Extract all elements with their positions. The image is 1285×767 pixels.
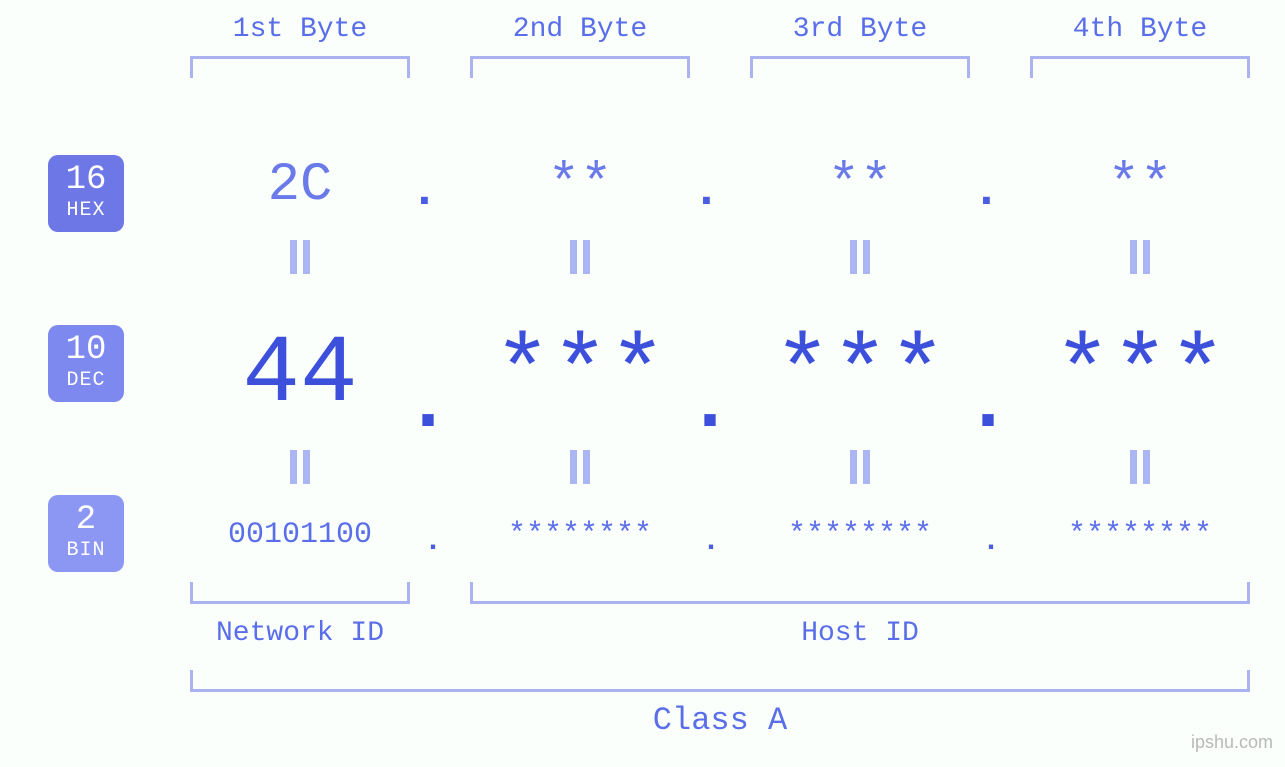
base-num-hex: 16 bbox=[48, 163, 124, 197]
dec-byte-2: *** bbox=[460, 320, 700, 429]
network-bracket bbox=[190, 582, 410, 604]
hex-byte-4: ** bbox=[1020, 155, 1260, 216]
dec-byte-1: 44 bbox=[180, 320, 420, 429]
dec-byte-4: *** bbox=[1020, 320, 1260, 429]
host-id-label: Host ID bbox=[460, 618, 1260, 649]
equals-bot-1 bbox=[280, 450, 320, 497]
watermark: ipshu.com bbox=[1191, 732, 1273, 753]
host-bracket bbox=[470, 582, 1250, 604]
byte-header-4: 4th Byte bbox=[1020, 14, 1260, 45]
ip-byte-diagram: 16 HEX 10 DEC 2 BIN 1st Byte 2nd Byte 3r… bbox=[0, 0, 1285, 767]
class-label: Class A bbox=[180, 702, 1260, 739]
base-label-dec: DEC bbox=[48, 369, 124, 392]
dec-dot-1: . bbox=[404, 360, 452, 451]
bin-dot-3: . bbox=[982, 525, 1000, 559]
bin-byte-1: 00101100 bbox=[180, 518, 420, 552]
hex-dot-3: . bbox=[972, 165, 1001, 219]
network-id-label: Network ID bbox=[180, 618, 420, 649]
byte-bracket-1 bbox=[190, 56, 410, 78]
equals-top-2 bbox=[560, 240, 600, 287]
equals-top-3 bbox=[840, 240, 880, 287]
bin-dot-1: . bbox=[424, 525, 442, 559]
byte-bracket-4 bbox=[1030, 56, 1250, 78]
dec-dot-3: . bbox=[964, 360, 1012, 451]
hex-dot-1: . bbox=[410, 165, 439, 219]
bin-byte-3: ******** bbox=[740, 518, 980, 552]
base-badge-bin: 2 BIN bbox=[48, 495, 124, 572]
byte-bracket-3 bbox=[750, 56, 970, 78]
base-badge-hex: 16 HEX bbox=[48, 155, 124, 232]
hex-dot-2: . bbox=[692, 165, 721, 219]
hex-byte-1: 2C bbox=[180, 155, 420, 216]
base-num-bin: 2 bbox=[48, 503, 124, 537]
equals-bot-3 bbox=[840, 450, 880, 497]
base-num-dec: 10 bbox=[48, 333, 124, 367]
base-label-hex: HEX bbox=[48, 199, 124, 222]
bin-byte-4: ******** bbox=[1020, 518, 1260, 552]
hex-byte-3: ** bbox=[740, 155, 980, 216]
byte-bracket-2 bbox=[470, 56, 690, 78]
equals-bot-2 bbox=[560, 450, 600, 497]
base-badge-dec: 10 DEC bbox=[48, 325, 124, 402]
bin-byte-2: ******** bbox=[460, 518, 700, 552]
dec-dot-2: . bbox=[686, 360, 734, 451]
equals-top-4 bbox=[1120, 240, 1160, 287]
dec-byte-3: *** bbox=[740, 320, 980, 429]
byte-header-3: 3rd Byte bbox=[740, 14, 980, 45]
hex-byte-2: ** bbox=[460, 155, 700, 216]
bin-dot-2: . bbox=[702, 525, 720, 559]
class-bracket bbox=[190, 670, 1250, 692]
byte-header-2: 2nd Byte bbox=[460, 14, 700, 45]
equals-bot-4 bbox=[1120, 450, 1160, 497]
byte-header-1: 1st Byte bbox=[180, 14, 420, 45]
base-label-bin: BIN bbox=[48, 539, 124, 562]
equals-top-1 bbox=[280, 240, 320, 287]
